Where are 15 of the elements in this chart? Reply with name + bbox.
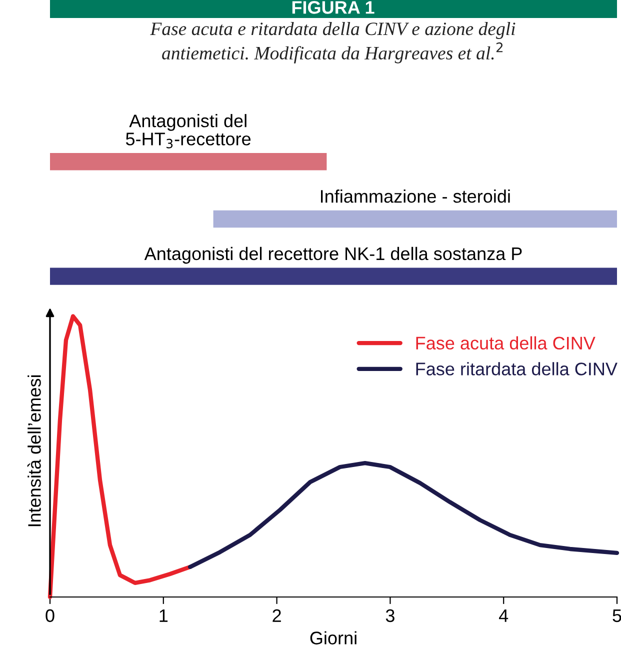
x-tick-label: 4 — [498, 609, 508, 622]
x-axis-title: Giorni — [310, 631, 356, 644]
annotation: Antagonisti del recettore NK-1 della sostanza P — [144, 246, 522, 264]
legend-label: Fase ritardata della CINV — [416, 362, 618, 376]
y-axis-title: Intensità dell’emesi — [27, 375, 41, 526]
chart-subtitle: Fase acuta e ritardata della CINV e azione degli antiemetici. Modificata da Hargreaves et al.$^{2}$ — [150, 22, 516, 64]
x-tick-label: 1 — [160, 609, 168, 622]
x-tick-label: 3 — [386, 609, 394, 622]
chart-title: FIGURA 1 — [292, 1, 374, 14]
x-tick-label: 2 — [272, 609, 281, 622]
legend-label: Fase acuta della CINV — [416, 336, 596, 350]
annotation: Antagonisti del 5-HT$_{3}$-recettore — [126, 114, 251, 148]
annotation: Infiammazione - steroidi — [320, 190, 510, 203]
x-tick-label: 5 — [612, 609, 621, 622]
x-tick-label: 0 — [46, 609, 54, 622]
